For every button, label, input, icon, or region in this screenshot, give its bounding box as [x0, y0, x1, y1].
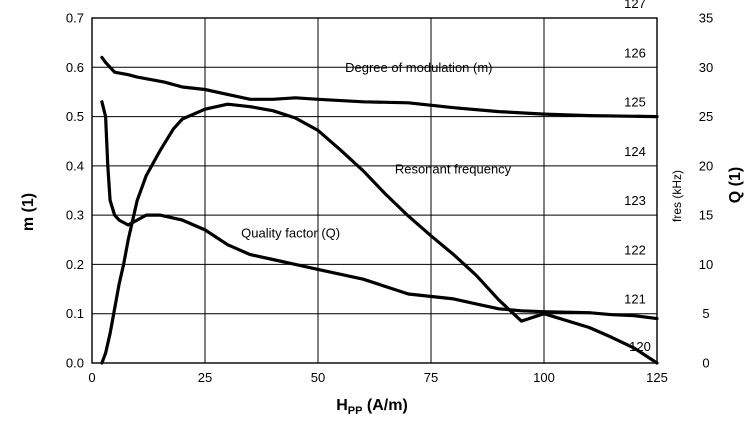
fres-tick-label: 121	[624, 292, 646, 307]
series-annotation: Quality factor (Q)	[241, 225, 340, 240]
x-axis-title: HPP (A/m)	[336, 397, 408, 417]
fres-tick-label: 124	[624, 144, 646, 159]
fres-axis-title: fres (kHz)	[670, 170, 684, 222]
y-right-tick-label: 35	[699, 11, 713, 26]
fres-tick-label: 127	[624, 0, 646, 11]
y-right-tick-label: 30	[699, 60, 713, 75]
y-left-tick-label: 0.6	[66, 60, 84, 75]
series-line-0	[100, 55, 659, 119]
x-axis-title-subscript: PP	[348, 405, 363, 417]
series-line-1	[100, 102, 659, 365]
x-axis-title-main: H	[336, 397, 348, 414]
fres-tick-label: 126	[624, 45, 646, 60]
fres-tick-label: 125	[624, 95, 646, 110]
series-annotation: Resonant frequency	[395, 161, 512, 176]
y-left-tick-label: 0.2	[66, 257, 84, 272]
fres-tick-label: 123	[624, 193, 646, 208]
annotations: Degree of modulation (m) Resonant frequen…	[241, 60, 512, 240]
fres-tick-label: 122	[624, 242, 646, 257]
y-right-tick-label: 10	[699, 257, 713, 272]
x-axis-title-unit: (A/m)	[362, 397, 407, 414]
series-line-2	[100, 100, 659, 321]
y-right-tick-label: 15	[699, 208, 713, 223]
y-left-tick-label: 0.4	[66, 158, 84, 173]
x-tick-label: 0	[88, 370, 95, 385]
y-left-tick-label: 0.0	[66, 356, 84, 371]
x-tick-label: 50	[311, 370, 325, 385]
fres-tick-label: 120	[629, 339, 651, 354]
x-tick-label: 100	[533, 370, 555, 385]
x-tick-label: 25	[198, 370, 212, 385]
y-left-tick-label: 0.7	[66, 11, 84, 26]
x-tick-label: 125	[646, 370, 668, 385]
y-left-tick-label: 0.1	[66, 306, 84, 321]
y-axis-left-title: m (1)	[20, 193, 37, 231]
y-axis-right-title: Q (1)	[727, 167, 744, 203]
y-right-tick-label: 0	[702, 356, 709, 371]
series-layer	[100, 55, 659, 365]
x-tick-label: 75	[424, 370, 438, 385]
y-right-tick-label: 5	[702, 306, 709, 321]
y-left-tick-label: 0.3	[66, 208, 84, 223]
y-right-tick-label: 25	[699, 109, 713, 124]
y-left-tick-label: 0.5	[66, 109, 84, 124]
y-right-tick-label: 20	[699, 158, 713, 173]
plot-frame	[91, 17, 658, 364]
tick-labels: 0.0 0.1 0.2 0.3 0.4 0.5 0.6 0.7 0 5 10 15 20 25 30 35 0 2…	[66, 0, 713, 385]
series-annotation: Degree of modulation (m)	[345, 60, 492, 75]
